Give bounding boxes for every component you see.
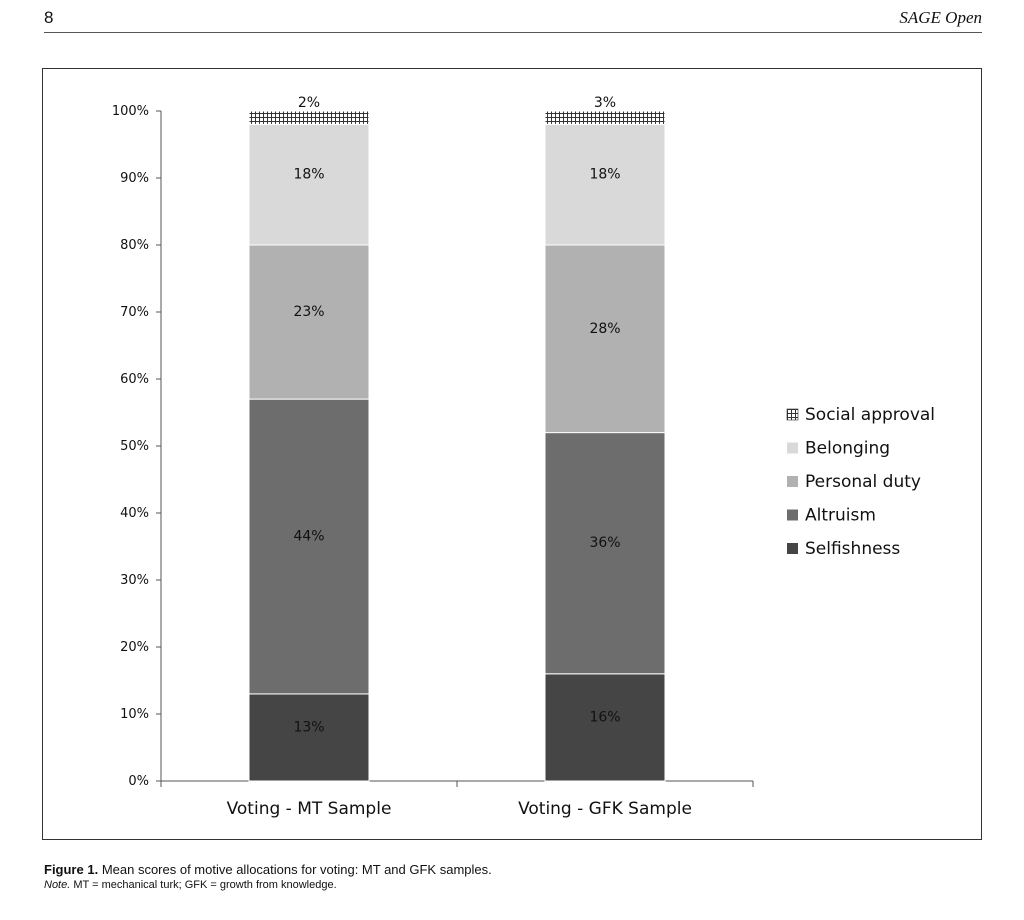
journal-name: SAGE Open	[899, 8, 982, 27]
legend-label: Selfishness	[805, 539, 900, 559]
bar-segment-personal-duty	[248, 244, 370, 400]
data-label: 3%	[594, 95, 616, 111]
figure-caption: Figure 1. Mean scores of motive allocati…	[44, 862, 982, 892]
note-text: MT = mechanical turk; GFK = growth from …	[73, 879, 337, 891]
bar-segment-social-approval	[544, 110, 666, 125]
x-category-label: Voting - MT Sample	[227, 799, 392, 819]
y-tick-label: 40%	[120, 506, 149, 521]
bar-segment-selfishness	[544, 673, 666, 782]
data-labels: 13% 44% 23% 18% 2% 16% 36% 28% 18% 3%	[293, 95, 620, 735]
legend-swatch	[787, 509, 798, 521]
data-label: 36%	[589, 535, 620, 551]
figure-label: Figure 1.	[44, 862, 99, 877]
y-tick-label: 60%	[120, 372, 149, 387]
y-tick-label: 50%	[120, 439, 149, 454]
legend-label: Altruism	[805, 506, 876, 526]
data-label: 16%	[589, 709, 620, 725]
bars	[248, 110, 666, 782]
y-tick-label: 80%	[120, 238, 149, 253]
y-tick-label: 0%	[128, 774, 149, 789]
y-tick-label: 90%	[120, 171, 149, 186]
running-head: 8 SAGE Open	[44, 6, 982, 33]
data-label: 23%	[293, 304, 324, 320]
axes: 0% 10% 20% 30% 40% 50% 60% 70% 80% 90% 100% Voting …	[112, 104, 754, 819]
y-tick-label: 20%	[120, 640, 149, 655]
data-label: 18%	[589, 167, 620, 183]
bar-segment-altruism	[544, 432, 666, 675]
data-label: 2%	[298, 95, 320, 111]
legend: Social approval Belonging Personal duty Alt…	[786, 405, 935, 559]
bar-segment-social-approval	[248, 110, 370, 125]
data-label: 13%	[293, 719, 324, 735]
bar-segment-belonging	[248, 123, 370, 246]
bar-segment-personal-duty	[544, 244, 666, 434]
y-tick-label: 100%	[112, 104, 149, 119]
legend-label: Personal duty	[805, 472, 921, 492]
figure-frame: 0% 10% 20% 30% 40% 50% 60% 70% 80% 90% 100% Voting …	[42, 68, 982, 840]
x-category-label: Voting - GFK Sample	[518, 799, 692, 819]
note-label: Note.	[44, 879, 71, 891]
legend-swatch	[787, 543, 798, 554]
stacked-bar-chart: 0% 10% 20% 30% 40% 50% 60% 70% 80% 90% 100% Voting …	[112, 95, 935, 819]
legend-swatch	[786, 408, 799, 421]
data-label: 28%	[589, 321, 620, 337]
legend-swatch	[787, 476, 798, 487]
figure-caption-text: Mean scores of motive allocations for vo…	[101, 862, 492, 877]
data-label: 18%	[293, 167, 324, 183]
bar-segment-selfishness	[248, 693, 370, 782]
page-number: 8	[44, 8, 54, 27]
legend-swatch	[787, 442, 798, 454]
y-tick-label: 30%	[120, 573, 149, 588]
y-tick-label: 70%	[120, 305, 149, 320]
legend-label: Belonging	[805, 439, 890, 459]
bar-segment-altruism	[248, 398, 370, 695]
y-tick-label: 10%	[120, 707, 149, 722]
bar-segment-belonging	[544, 123, 666, 246]
legend-label: Social approval	[805, 405, 935, 425]
data-label: 44%	[293, 529, 324, 545]
